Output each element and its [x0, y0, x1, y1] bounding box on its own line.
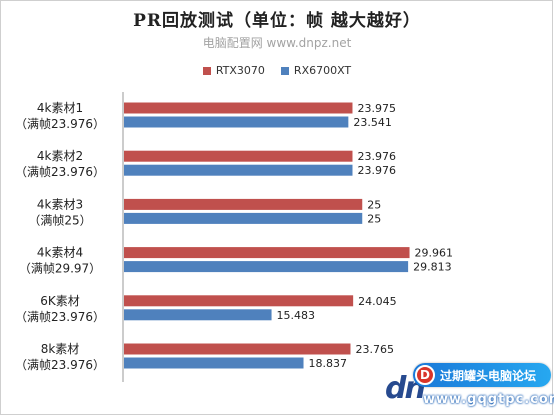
bar-rx6700xt	[124, 309, 272, 321]
category-label-line1: 8k素材	[41, 342, 80, 356]
category-label-line1: 6K素材	[40, 294, 80, 308]
chart-legend: RTX3070 RX6700XT	[0, 64, 554, 77]
category-label-line2: （满帧25）	[28, 213, 91, 227]
legend-label-rtx3070: RTX3070	[215, 64, 265, 77]
chart-title: PR回放测试（单位：帧 越大越好）	[133, 11, 421, 31]
watermark-badge-text: 过期罐头电脑论坛	[440, 368, 537, 383]
bar-rtx3070	[124, 198, 363, 210]
bar-rx6700xt	[124, 116, 349, 128]
category-label-line1: 4k素材4	[37, 246, 83, 260]
bar-rtx3070	[124, 150, 353, 162]
legend-item-rx6700xt: RX6700XT	[280, 64, 352, 77]
data-label-rtx3070: 29.961	[415, 247, 454, 260]
category-label-line1: 4k素材1	[37, 101, 83, 115]
data-label-rx6700xt: 15.483	[277, 309, 316, 322]
data-label-rtx3070: 25	[367, 198, 381, 211]
data-label-rtx3070: 23.976	[357, 150, 396, 163]
data-label-rx6700xt: 23.541	[353, 116, 392, 129]
category-label-line2: （满帧23.976）	[15, 358, 105, 372]
data-label-rx6700xt: 29.813	[413, 261, 452, 274]
bar-rtx3070	[124, 295, 354, 307]
legend-swatch-rx6700xt	[280, 66, 289, 75]
watermark-url: www.gqgtpc.com	[423, 392, 554, 407]
bar-rx6700xt	[124, 212, 363, 224]
data-label-rx6700xt: 25	[367, 212, 381, 225]
bar-rx6700xt	[124, 357, 304, 369]
category-label-line2: （满帧29.97）	[19, 262, 101, 276]
legend-label-rx6700xt: RX6700XT	[293, 64, 352, 77]
data-label-rtx3070: 23.765	[355, 343, 394, 356]
bar-rx6700xt	[124, 261, 409, 273]
bar-rx6700xt	[124, 164, 353, 176]
data-label-rx6700xt: 18.837	[309, 357, 348, 370]
bar-rtx3070	[124, 343, 351, 355]
legend-swatch-rtx3070	[202, 66, 211, 75]
legend-item-rtx3070: RTX3070	[202, 64, 265, 77]
watermark-badge: D 过期罐头电脑论坛	[413, 363, 551, 387]
data-label-rtx3070: 23.975	[357, 102, 396, 115]
category-label-line2: （满帧23.976）	[15, 165, 105, 179]
bar-rtx3070	[124, 247, 410, 259]
data-label-rtx3070: 24.045	[358, 295, 397, 308]
category-label-line1: 4k素材2	[37, 149, 83, 163]
category-label-line2: （满帧23.976）	[15, 310, 105, 324]
data-label-rx6700xt: 23.976	[357, 164, 396, 177]
category-label-line2: （满帧23.976）	[15, 117, 105, 131]
category-label-line1: 4k素材3	[37, 197, 83, 211]
chart-subtitle: 电脑配置网 www.dnpz.net	[202, 36, 352, 50]
watermark: dn D 过期罐头电脑论坛 www.gqgtpc.com	[385, 357, 554, 416]
bar-rtx3070	[124, 102, 353, 114]
watermark-badge-icon: D	[415, 365, 435, 385]
